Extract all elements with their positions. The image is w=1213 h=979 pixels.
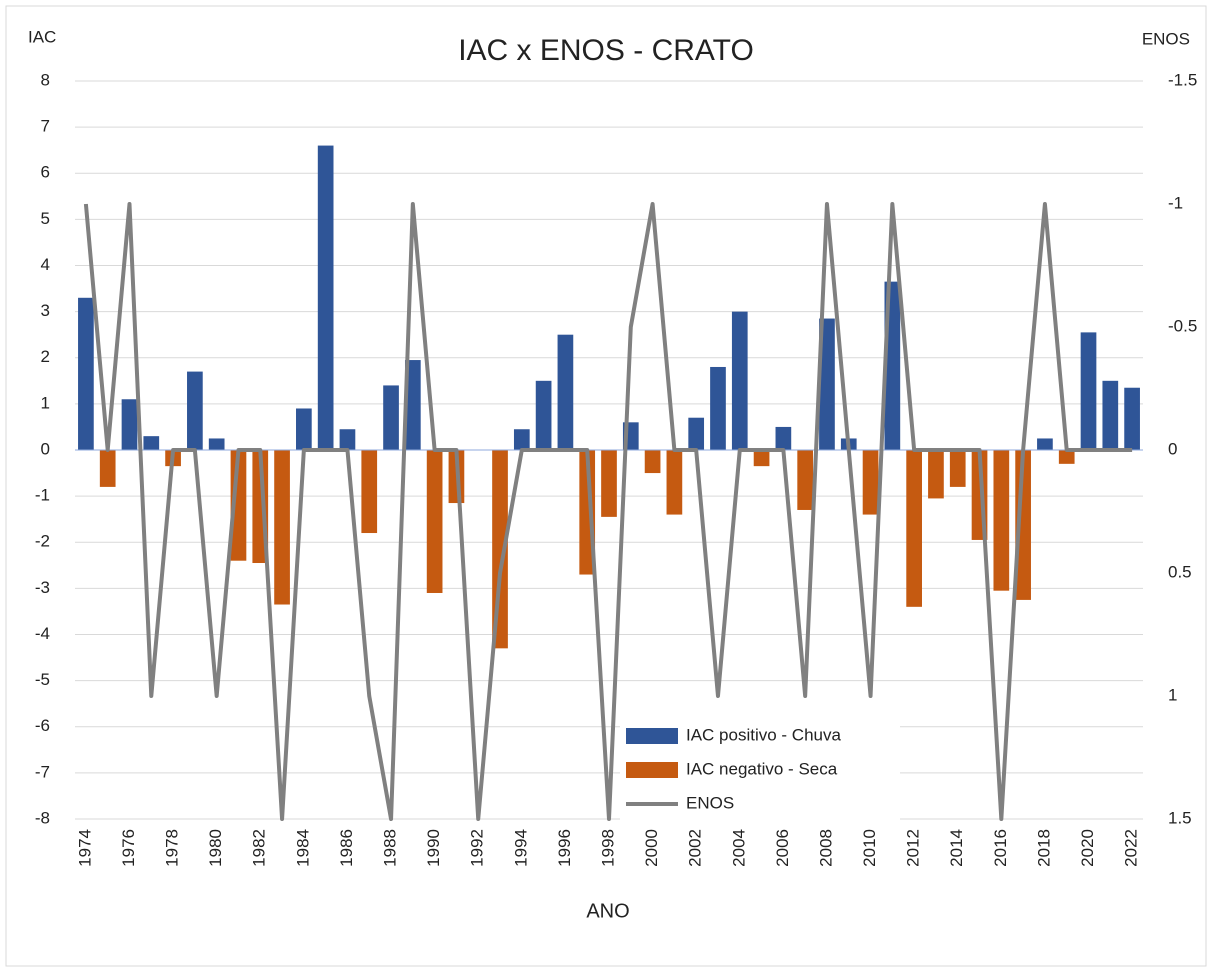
bar [949, 450, 966, 487]
y-tick-label: -3 [35, 578, 50, 597]
x-tick-label: 1988 [381, 829, 400, 867]
y-tick-label: -4 [35, 624, 50, 643]
bar [688, 417, 705, 450]
bar [601, 450, 617, 517]
bar [208, 438, 225, 450]
legend-label: IAC positivo - Chuva [686, 725, 841, 744]
y2-tick-label: -1 [1168, 193, 1183, 212]
y2-tick-label: -0.5 [1168, 316, 1197, 335]
y-tick-label: -1 [35, 486, 50, 505]
y-tick-label: 2 [41, 347, 50, 366]
bar [1080, 332, 1097, 450]
y2-tick-label: 0 [1168, 439, 1177, 458]
y-tick-label: 1 [41, 393, 50, 412]
x-tick-label: 1980 [206, 829, 225, 867]
y-tick-label: 7 [41, 117, 50, 136]
x-tick-label: 1984 [293, 829, 312, 867]
y2-tick-label: 1.5 [1168, 808, 1192, 827]
x-tick-label: 1976 [119, 829, 138, 867]
y-tick-label: -6 [35, 716, 50, 735]
bar [862, 450, 879, 515]
x-tick-label: 2004 [729, 829, 748, 867]
x-axis-label: ANO [586, 900, 629, 922]
bar [361, 450, 378, 534]
bar [535, 380, 552, 450]
x-tick-label: 1998 [598, 829, 617, 867]
y-tick-label: -2 [35, 532, 50, 551]
x-tick-label: 2008 [816, 829, 835, 867]
bar [1037, 438, 1053, 450]
bar [383, 385, 399, 450]
x-tick-label: 1978 [163, 829, 182, 867]
y-tick-label: -8 [35, 808, 50, 827]
x-tick-label: 1990 [424, 829, 443, 867]
bar [993, 450, 1010, 591]
y-tick-label: 0 [41, 439, 50, 458]
bar [339, 429, 356, 450]
bar [731, 311, 748, 450]
bar [404, 360, 421, 450]
line [83, 202, 1133, 821]
bar [775, 426, 792, 450]
y-axis-label: IAC [28, 27, 56, 46]
y-tick-label: 4 [41, 255, 50, 274]
legend-swatch [626, 728, 678, 744]
bar [557, 334, 574, 450]
bar [274, 450, 290, 605]
y-tick-label: 8 [41, 70, 50, 89]
bar [644, 450, 661, 474]
bar [666, 450, 683, 515]
x-tick-label: 2012 [904, 829, 923, 867]
bar [187, 371, 203, 450]
y-tick-label: 3 [41, 301, 50, 320]
y-tick-label: -7 [35, 762, 50, 781]
x-tick-label: 2002 [686, 829, 705, 867]
x-tick-label: 1994 [511, 829, 530, 867]
legend-label: IAC negativo - Seca [686, 759, 838, 778]
bar [513, 429, 530, 450]
x-tick-label: 2000 [642, 829, 661, 867]
x-tick-label: 1996 [555, 829, 574, 867]
x-tick-label: 1992 [468, 829, 487, 867]
x-tick-label: 2020 [1078, 829, 1097, 867]
y2-axis-label: ENOS [1142, 29, 1190, 48]
x-tick-label: 1974 [75, 829, 94, 867]
y-tick-label: 6 [41, 163, 50, 182]
y2-tick-label: -1.5 [1168, 70, 1197, 89]
bar [819, 318, 835, 450]
bar [426, 450, 443, 593]
bar [928, 450, 944, 499]
y2-tick-label: 0.5 [1168, 562, 1192, 581]
x-tick-label: 1986 [337, 829, 356, 867]
bar [797, 450, 814, 510]
legend-label: ENOS [686, 793, 734, 812]
y-tick-label: 5 [41, 209, 50, 228]
x-tick-label: 2014 [947, 829, 966, 867]
y-tick-label: -5 [35, 670, 50, 689]
chart-title: IAC x ENOS - CRATO [458, 34, 754, 67]
bar [906, 450, 922, 607]
bar [121, 399, 138, 450]
x-tick-label: 2016 [991, 829, 1010, 867]
x-tick-label: 2022 [1122, 829, 1141, 867]
y2-tick-label: 1 [1168, 685, 1177, 704]
bar [99, 450, 116, 487]
x-tick-label: 2018 [1034, 829, 1053, 867]
bar [1058, 450, 1075, 464]
x-tick-label: 2010 [860, 829, 879, 867]
legend-swatch [626, 762, 678, 778]
bar [753, 450, 770, 467]
bar [317, 145, 334, 450]
bar [710, 366, 726, 450]
bar [143, 436, 160, 450]
x-tick-label: 1982 [250, 829, 269, 867]
bar [1124, 387, 1140, 450]
bar [78, 297, 94, 450]
bar [296, 408, 312, 450]
bar [1102, 380, 1119, 450]
x-tick-label: 2006 [773, 829, 792, 867]
